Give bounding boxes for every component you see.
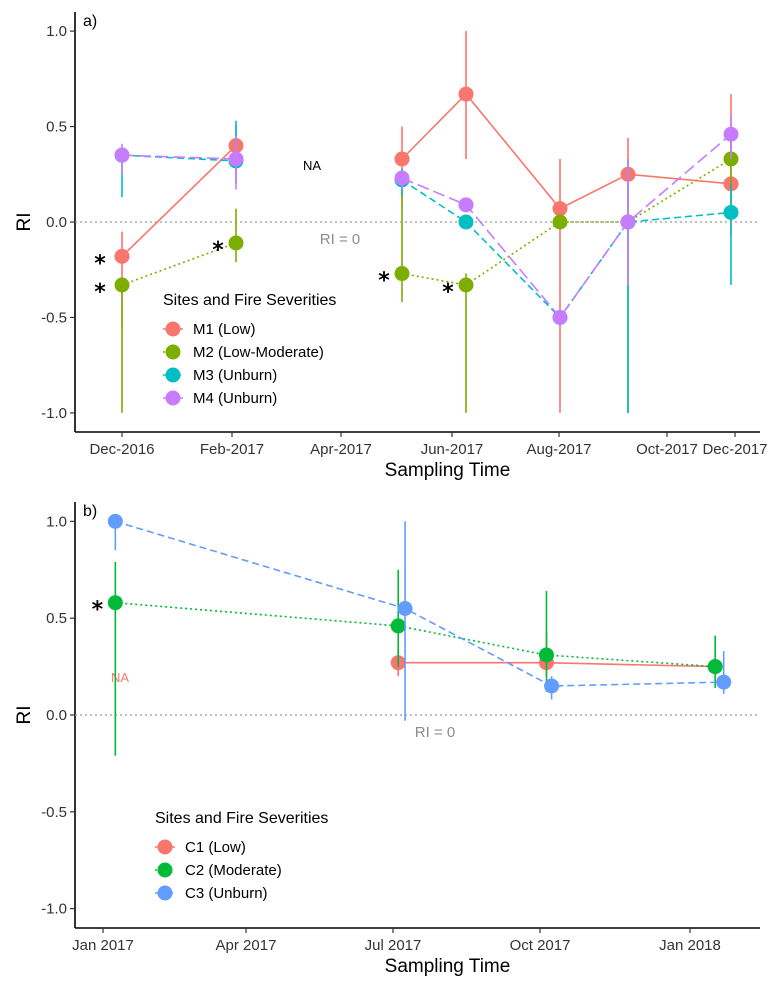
series-line (115, 520, 724, 687)
series-c3-unburn (107, 513, 732, 721)
series-line (121, 242, 237, 286)
data-point (716, 674, 732, 690)
legend-swatch (165, 367, 181, 383)
data-point (458, 86, 474, 102)
panel-label: a) (83, 13, 97, 30)
data-point (114, 147, 130, 163)
significance-star: * (94, 280, 106, 305)
legend: Sites and Fire Severities M1 (Low) M2 (Low… (163, 292, 336, 407)
series-m4-unburn (114, 115, 739, 325)
legend-label: C3 (Unburn) (185, 885, 268, 902)
data-point (228, 235, 244, 251)
data-point (544, 678, 560, 694)
data-point (552, 309, 568, 325)
data-point (723, 204, 739, 220)
panel-b: 1.0 0.5 0.0 -0.5 -1.0 Jan 2017 Apr 2017 Jul 201… (14, 502, 760, 977)
data-point (707, 659, 723, 675)
series-line (401, 133, 732, 319)
na-label: NA (303, 158, 321, 173)
data-point (397, 601, 413, 616)
x-tick-label: Dec-2016 (89, 441, 154, 458)
series-m2-low-moderate: * * * * (94, 126, 739, 413)
x-tick-label: Jun-2017 (421, 441, 484, 458)
y-tick-label: 1.0 (46, 23, 67, 40)
data-point (114, 248, 130, 264)
data-point (458, 214, 474, 230)
x-axis-label: Sampling Time (385, 956, 511, 977)
significance-star: * (442, 280, 454, 305)
legend-title: Sites and Fire Severities (163, 292, 336, 309)
data-point (107, 595, 123, 611)
y-tick-label: 0.0 (46, 214, 67, 231)
significance-star: * (94, 251, 106, 276)
data-point (114, 277, 130, 293)
y-tick-label: 0.0 (46, 707, 67, 724)
y-tick-label: -1.0 (41, 901, 67, 918)
legend-label: M1 (Low) (193, 321, 256, 338)
data-point (394, 266, 410, 282)
x-tick-label: Jan 2018 (659, 937, 721, 954)
data-point (390, 618, 406, 634)
data-point (394, 170, 410, 186)
series-line (115, 601, 716, 668)
data-point (538, 647, 554, 663)
legend-title: Sites and Fire Severities (155, 810, 328, 827)
x-tick-label: Dec-2017 (702, 441, 767, 458)
panel-a: 1.0 0.5 0.0 -0.5 -1.0 Dec-2016 Feb-2017 Apr-201… (14, 12, 768, 481)
legend: Sites and Fire Severities C1 (Low) C2 (Mod… (155, 810, 328, 902)
x-tick-label: Feb-2017 (200, 441, 264, 458)
data-point (723, 126, 739, 142)
significance-star: * (378, 269, 390, 294)
legend-swatch (157, 885, 173, 901)
x-tick-label: Jul 2017 (365, 937, 422, 954)
y-axis-label: RI (14, 213, 35, 232)
data-point (620, 214, 636, 230)
na-label: NA (111, 670, 129, 685)
data-point (458, 277, 474, 293)
panel-label: b) (83, 503, 97, 520)
legend-label: C2 (Moderate) (185, 862, 282, 879)
data-point (107, 513, 123, 529)
series-line (121, 145, 237, 257)
legend-label: M2 (Low-Moderate) (193, 344, 324, 361)
significance-star: * (212, 238, 224, 263)
data-point (552, 201, 568, 217)
x-tick-label: Jan 2017 (72, 937, 134, 954)
x-tick-label: Apr-2017 (310, 441, 372, 458)
y-tick-label: 0.5 (46, 610, 67, 627)
legend-label: M4 (Unburn) (193, 390, 277, 407)
data-point (552, 214, 568, 230)
x-tick-label: Oct-2017 (636, 441, 698, 458)
reference-line-label: RI = 0 (415, 724, 455, 741)
y-tick-label: 0.5 (46, 119, 67, 136)
series-line (401, 92, 732, 210)
reference-line-label: RI = 0 (320, 231, 360, 248)
data-point (394, 151, 410, 167)
x-tick-label: Aug-2017 (526, 441, 591, 458)
data-point (458, 197, 474, 213)
x-axis-label: Sampling Time (385, 460, 511, 481)
legend-label: M3 (Unburn) (193, 367, 277, 384)
x-tick-label: Apr 2017 (216, 937, 277, 954)
data-point (228, 151, 244, 167)
series-line (401, 158, 732, 286)
significance-star: * (92, 598, 104, 623)
y-tick-label: -0.5 (41, 804, 67, 821)
y-axis-label: RI (14, 706, 35, 725)
x-tick-label: Oct 2017 (510, 937, 571, 954)
series-c2-moderate: * (92, 562, 723, 756)
series-line (121, 154, 237, 162)
legend-label: C1 (Low) (185, 839, 246, 856)
y-tick-label: -1.0 (41, 405, 67, 422)
series-line (121, 154, 237, 160)
y-tick-label: 1.0 (46, 513, 67, 530)
y-tick-label: -0.5 (41, 309, 67, 326)
series-c1-low (390, 631, 723, 677)
